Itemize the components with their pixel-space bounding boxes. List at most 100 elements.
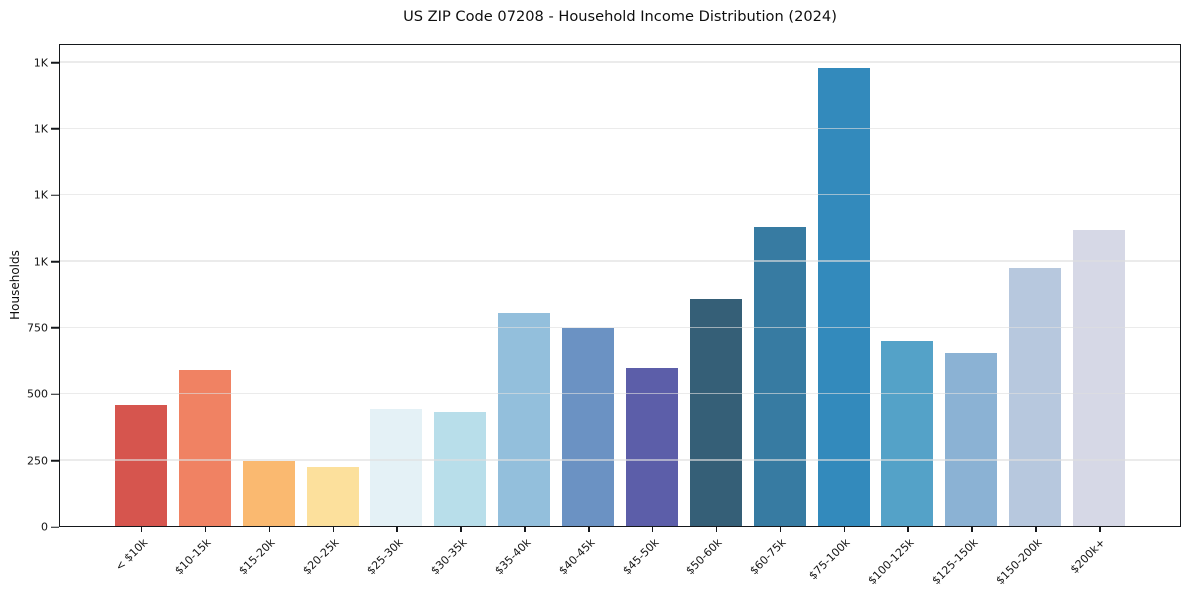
gridline <box>59 459 1181 461</box>
bar-$30-35k <box>434 411 487 527</box>
x-tick-slot: $20-25k <box>300 527 365 589</box>
gridline <box>59 61 1181 63</box>
gridline <box>59 193 1181 196</box>
bar-slot <box>492 44 556 527</box>
bar-slot <box>237 44 301 527</box>
y-tick-mark <box>51 327 59 329</box>
x-tick-label: $40-45k <box>555 536 598 578</box>
y-tick-label: 750 <box>27 321 48 335</box>
x-axis: < $10k $10-15k $15-20k $20-25k $25-30k $30-35… <box>59 527 1181 589</box>
x-tick-slot: $40-45k <box>556 527 620 589</box>
bar-$20-25k <box>306 467 359 527</box>
x-tick-label: $45-50k <box>619 536 662 578</box>
bar-series <box>59 44 1181 527</box>
bar-slot <box>1067 44 1131 527</box>
bar-$75-100k <box>817 67 870 527</box>
y-tick-label: 1K <box>33 188 48 202</box>
bar-$50-60k <box>689 298 742 527</box>
bar-< $10k <box>114 404 167 527</box>
y-tick-mark <box>51 128 59 130</box>
gridline <box>59 392 1181 395</box>
y-axis: 0 250 500 750 1K 1K 1K 1K <box>0 44 48 533</box>
gridline <box>59 127 1181 129</box>
bar-$15-20k <box>242 460 295 527</box>
bar-slot <box>301 44 365 527</box>
x-tick-mark <box>140 527 143 532</box>
x-tick-slot: $125-150k <box>929 527 1003 589</box>
x-tick-slot: $75-100k <box>807 527 876 589</box>
x-tick-slot: $50-60k <box>684 527 748 589</box>
gridline <box>59 326 1181 328</box>
x-tick-label: $50-60k <box>683 536 726 578</box>
y-tick-label: 1K <box>33 255 48 269</box>
x-tick-mark <box>204 527 207 532</box>
bar-$40-45k <box>562 327 615 527</box>
bar-$100-125k <box>881 341 934 527</box>
plot-area <box>51 44 1181 528</box>
bar-slot <box>109 44 173 527</box>
bar-$10-15k <box>178 370 231 527</box>
x-tick-mark <box>651 527 654 532</box>
x-tick-slot: $30-35k <box>428 527 492 589</box>
x-tick-mark <box>588 527 590 532</box>
y-tick-mark <box>51 194 59 197</box>
x-tick-mark <box>779 527 782 532</box>
y-tick-mark <box>51 526 59 528</box>
x-tick-label: $15-20k <box>236 536 278 578</box>
x-tick-slot: $100-125k <box>865 527 940 589</box>
x-tick-label: $30-35k <box>428 536 470 578</box>
bar-$125-150k <box>945 353 998 527</box>
x-tick-mark <box>1099 527 1101 532</box>
x-tick-mark <box>332 527 335 532</box>
x-tick-mark <box>460 527 462 532</box>
bar-slot <box>939 44 1003 527</box>
x-tick-slot: $15-20k <box>237 527 301 589</box>
x-tick-slot: $35-40k <box>492 527 556 589</box>
bar-slot <box>876 44 940 527</box>
x-tick-mark <box>524 527 526 532</box>
x-tick-mark <box>1035 527 1037 532</box>
chart-title: US ZIP Code 07208 - Household Income Dis… <box>403 8 837 25</box>
x-tick-mark <box>715 527 718 532</box>
bar-slot <box>428 44 492 527</box>
y-tick-mark <box>51 393 59 396</box>
x-tick-label: $10-15k <box>172 536 215 578</box>
x-tick-label: $200k+ <box>1068 536 1109 577</box>
x-tick-label: $20-25k <box>300 536 342 578</box>
bar-$150-200k <box>1009 268 1062 527</box>
gridline <box>59 260 1181 262</box>
bar-$35-40k <box>498 313 551 527</box>
y-tick-mark <box>51 459 59 462</box>
x-tick-mark <box>907 527 909 532</box>
bar-slot <box>556 44 620 527</box>
bar-slot <box>620 44 684 527</box>
bar-slot <box>684 44 748 527</box>
y-tick-label: 0 <box>41 520 48 534</box>
y-tick-label: 500 <box>27 387 48 401</box>
x-tick-label: $60-75k <box>747 536 789 578</box>
y-tick-mark <box>51 260 59 263</box>
x-tick-slot: $60-75k <box>748 527 812 589</box>
x-tick-label: $35-40k <box>492 536 534 578</box>
x-tick-slot: $200k+ <box>1067 527 1131 589</box>
x-tick-slot: $25-30k <box>364 527 429 589</box>
x-tick-mark <box>971 527 973 532</box>
y-tick-mark <box>51 61 59 64</box>
bar-slot <box>1003 44 1067 527</box>
y-tick-label: 1K <box>33 56 48 70</box>
bar-$45-50k <box>625 367 678 527</box>
bar-slot <box>173 44 237 527</box>
x-tick-slot: $10-15k <box>173 527 237 589</box>
bar-slot <box>365 44 429 527</box>
x-tick-label: $75-100k <box>806 536 853 583</box>
x-tick-slot: < $10k <box>109 527 173 589</box>
bar-slot <box>812 44 876 527</box>
y-tick-label: 250 <box>27 454 48 468</box>
x-tick-mark <box>268 527 271 532</box>
bar-slot <box>748 44 812 527</box>
bar-$60-75k <box>753 227 806 527</box>
x-tick-mark <box>396 527 398 532</box>
x-tick-slot: $150-200k <box>993 527 1067 589</box>
x-tick-mark <box>843 527 846 532</box>
